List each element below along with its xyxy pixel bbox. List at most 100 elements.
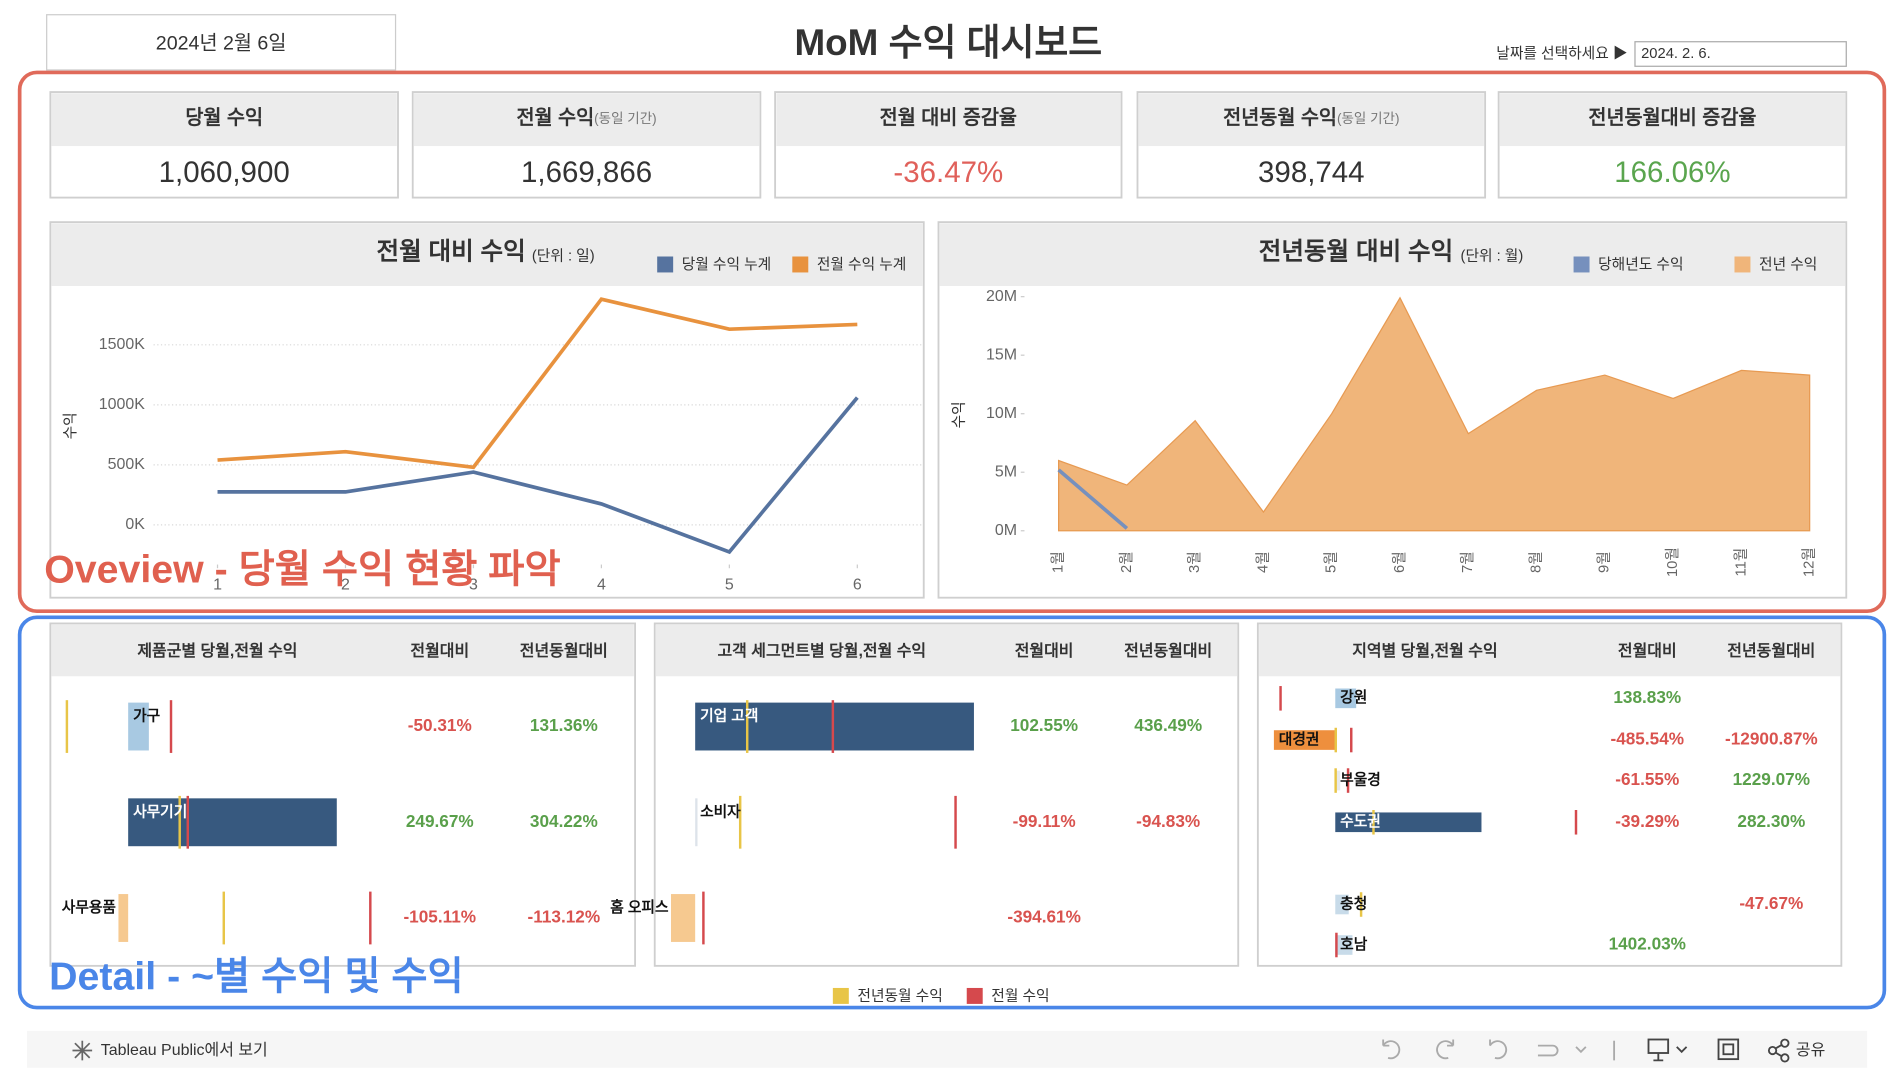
legend-label-swatch	[792, 256, 809, 273]
x-tick-label: 12월	[1801, 547, 1818, 577]
chart-header	[939, 223, 1846, 286]
line-series	[217, 297, 858, 470]
detail-legend-label-swatch	[832, 987, 849, 1004]
kpi-value: 166.06%	[1614, 156, 1730, 189]
kpi-label-text: 전년동월대비 증감율	[1588, 107, 1756, 129]
legend-label: 당해년도 수익	[1598, 256, 1683, 273]
bar	[1335, 688, 1357, 709]
table-title: 고객 세그먼트별 당월,전월 수익	[717, 641, 926, 660]
kpi-value: -36.47%	[893, 156, 1003, 189]
chart-title: 전년동월 대비 수익	[1259, 237, 1453, 265]
x-tick-label: 11월	[1732, 548, 1749, 577]
detail-frame	[17, 615, 1887, 1010]
table-panel	[1256, 622, 1843, 967]
x-tick-label: 1월	[1050, 551, 1067, 573]
category-label: 가구	[133, 708, 161, 725]
toolbar-icons[interactable]	[1382, 1039, 1616, 1061]
category-label: 대경권	[1279, 730, 1320, 748]
kpi-label-text: 전월 대비 증감율	[880, 107, 1017, 129]
x-tick-label: 4월	[1254, 551, 1271, 573]
charts: 전월 대비 수익 (단위 : 일)당월 수익 누계 전월 수익 누계0K500K10…	[49, 221, 1848, 1004]
detail-annotation: Detail - ~별 수익 및 수익	[49, 955, 464, 999]
detail-legend-label-swatch	[966, 987, 983, 1004]
kpi-label: 당월 수익	[185, 107, 263, 129]
category-label: 홈 오피스	[610, 898, 669, 916]
bar	[1335, 812, 1482, 833]
kpi-label: 전월 대비 증감율	[880, 107, 1017, 129]
overview-frame	[17, 70, 1887, 614]
bar	[1335, 935, 1353, 955]
x-tick-label: 10월	[1664, 547, 1681, 577]
category-label: 수도권	[1340, 812, 1381, 830]
y-tick-label: 0K	[125, 516, 145, 533]
line-series	[1057, 468, 1129, 530]
line-series	[217, 396, 859, 555]
change-rate: 138.83%	[1613, 687, 1681, 707]
x-tick-label: 1	[213, 577, 222, 594]
view-on-public-link[interactable]: Tableau Public에서 보기	[101, 1041, 268, 1059]
tableau-icon[interactable]	[72, 1040, 93, 1061]
toolbar-icons-dark[interactable]	[1647, 1038, 1790, 1063]
x-tick-label: 4	[597, 577, 606, 594]
x-tick-label: 8월	[1527, 551, 1544, 573]
kpi-note: (동일 기간)	[1337, 111, 1399, 126]
change-rate: -394.61%	[1007, 907, 1081, 927]
x-tick-label: 5월	[1323, 551, 1340, 573]
column-header: 전월대비	[410, 642, 469, 660]
change-rate: 282.30%	[1737, 811, 1805, 831]
bar	[695, 798, 698, 847]
chart-unit: (단위 : 일)	[532, 247, 595, 264]
change-rate: -12900.87%	[1725, 729, 1818, 749]
category-label: 충청	[1340, 895, 1367, 912]
x-tick-label: 6월	[1391, 551, 1408, 573]
change-rate: 304.22%	[530, 811, 598, 831]
kpi-value: 398,744	[1258, 156, 1365, 189]
table-header	[655, 624, 1237, 677]
category-label: 호남	[1340, 936, 1368, 953]
table-panel	[653, 622, 1240, 967]
kpi-note: (동일 기간)	[594, 111, 656, 126]
date-input-value[interactable]: 2024. 2. 6.	[1641, 46, 1711, 62]
date-box	[46, 14, 397, 71]
change-rate: -99.11%	[1013, 811, 1076, 831]
kpi-header	[413, 93, 760, 147]
change-rate: -39.29%	[1615, 811, 1679, 831]
overview-annotation: Oveview - 당월 수익 현황 파악	[44, 547, 560, 591]
change-rate: 102.55%	[1010, 715, 1078, 735]
bar	[128, 798, 337, 847]
change-rate: -61.55%	[1615, 769, 1679, 789]
category-label: 사무기기	[133, 803, 187, 820]
category-label: 소비자	[700, 803, 741, 820]
change-rate: 131.36%	[530, 715, 598, 735]
y-tick-label: 0M	[995, 522, 1017, 539]
change-rate: -94.83%	[1136, 811, 1200, 831]
x-tick-label: 6	[853, 577, 862, 594]
table-panel	[49, 622, 636, 967]
share-button[interactable]: 공유	[1796, 1042, 1825, 1059]
kpi-value: 1,669,866	[521, 156, 652, 189]
legend-label: 전년 수익	[1759, 256, 1817, 273]
change-rate: -50.31%	[408, 715, 472, 735]
date-input[interactable]	[1634, 41, 1847, 67]
chart-unit: (단위 : 월)	[1461, 247, 1524, 264]
column-header: 전년동월대비	[520, 641, 608, 660]
kpi-header	[51, 93, 397, 147]
change-rate: -113.12%	[528, 907, 601, 927]
change-rate: 1229.07%	[1733, 769, 1810, 789]
y-tick-label: 10M	[986, 405, 1017, 422]
x-tick-label: 3월	[1186, 551, 1203, 573]
category-label: 사무용품	[62, 899, 117, 916]
kpi-header	[1138, 93, 1484, 147]
detail-legend-label: 전년동월 수익	[857, 987, 942, 1004]
column-header: 전월대비	[1618, 642, 1677, 660]
y-tick-label: 5M	[995, 463, 1017, 480]
change-rate: 1402.03%	[1609, 934, 1686, 954]
kpi-value: 1,060,900	[159, 156, 290, 189]
kpi-header	[1499, 93, 1846, 147]
x-tick-label: 3	[469, 577, 478, 594]
x-tick-label: 7월	[1459, 551, 1476, 573]
date-prompt: 날짜를 선택하세요 ▶	[1496, 45, 1627, 62]
